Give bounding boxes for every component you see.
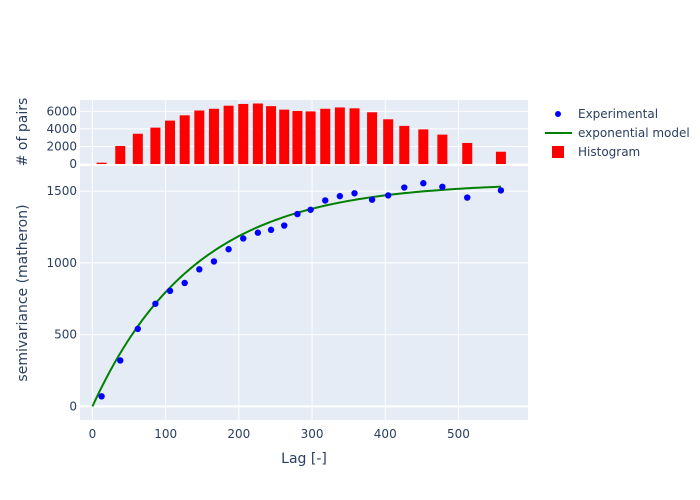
histogram-y-tick-label: 6000: [46, 104, 77, 118]
x-tick-label: 500: [447, 427, 470, 441]
x-tick-label: 0: [89, 427, 97, 441]
experimental-point: [336, 192, 344, 200]
experimental-point: [98, 393, 105, 400]
experimental-point: [420, 180, 427, 187]
histogram-bar: [334, 107, 345, 164]
legend-label: Experimental: [578, 107, 658, 121]
histogram-bar: [292, 110, 303, 164]
y-axis-title: semivariance (matheron): [15, 204, 31, 381]
experimental-point: [196, 266, 203, 273]
histogram-bar: [367, 112, 378, 164]
y-tick-label: 0: [69, 399, 77, 413]
histogram-y-tick-label: 2000: [46, 139, 77, 153]
histogram-bar: [383, 119, 394, 164]
experimental-point: [294, 210, 301, 218]
experimental-point: [240, 235, 247, 242]
x-tick-label: 300: [301, 427, 324, 441]
histogram-bar: [266, 106, 277, 164]
legend-label: exponential model: [578, 126, 690, 140]
variogram-gridlines: [80, 166, 528, 420]
y-tick-label: 500: [54, 328, 77, 342]
legend-item-experimental[interactable]: Experimental: [555, 107, 658, 121]
histogram-bar: [150, 127, 161, 164]
experimental-point: [384, 192, 392, 199]
experimental-point: [439, 183, 446, 191]
experimental-point: [497, 187, 505, 194]
histogram-bar: [399, 125, 410, 164]
histogram-bars: [96, 103, 506, 164]
experimental-point: [254, 229, 262, 236]
legend-item-exponential-model[interactable]: exponential model: [545, 126, 690, 140]
histogram-panel: 0 2000 4000 6000 # of pairs: [15, 98, 528, 171]
histogram-bar: [208, 108, 219, 164]
histogram-bar: [252, 103, 263, 164]
y-tick-label: 1000: [46, 256, 77, 270]
legend-marker-dot: [555, 111, 561, 117]
experimental-series: [98, 180, 505, 400]
histogram-bar: [437, 134, 448, 164]
histogram-bar: [115, 146, 126, 164]
histogram-bar: [305, 111, 316, 164]
histogram-bar: [320, 108, 331, 164]
histogram-bar: [349, 108, 360, 164]
experimental-point: [181, 279, 188, 287]
histogram-bar: [132, 133, 143, 164]
experimental-point: [322, 197, 329, 204]
histogram-bar: [165, 120, 176, 164]
variogram-panel: 0 100 200 300 400 500 0 500 1000 1500 Lag [-] se…: [15, 166, 528, 467]
legend-marker-square: [552, 146, 564, 158]
y-tick-label: 1500: [46, 184, 77, 198]
histogram-y-ticks: 0 2000 4000 6000: [46, 104, 77, 171]
experimental-point: [267, 226, 275, 234]
histogram-bar: [279, 109, 290, 164]
histogram-bar: [179, 115, 190, 164]
histogram-bar: [96, 162, 107, 164]
variogram-plot-area: [80, 166, 528, 420]
experimental-point: [134, 325, 142, 333]
experimental-point: [281, 222, 288, 229]
experimental-point: [368, 196, 376, 203]
experimental-point: [210, 258, 218, 265]
histogram-bar: [462, 142, 473, 164]
x-axis-title: Lag [-]: [281, 451, 327, 467]
experimental-point: [401, 184, 408, 191]
histogram-bar: [223, 105, 234, 164]
histogram-y-tick-label: 4000: [46, 122, 77, 136]
experimental-point: [225, 246, 232, 253]
histogram-bar: [194, 110, 205, 164]
histogram-bar: [238, 103, 249, 164]
x-tick-label: 200: [227, 427, 250, 441]
x-tick-label: 400: [374, 427, 397, 441]
experimental-point: [351, 190, 358, 197]
legend-label: Histogram: [578, 145, 640, 159]
experimental-point: [464, 194, 471, 201]
histogram-y-tick-label: 0: [69, 157, 77, 171]
experimental-point: [152, 300, 159, 307]
y-axis-ticks: 0 500 1000 1500: [46, 184, 77, 413]
experimental-point: [117, 357, 124, 364]
histogram-plot-area: [80, 100, 528, 164]
histogram-bar: [495, 151, 506, 164]
x-tick-label: 100: [154, 427, 177, 441]
legend-item-histogram[interactable]: Histogram: [552, 145, 640, 159]
x-axis-ticks: 0 100 200 300 400 500: [89, 427, 470, 441]
legend[interactable]: Experimental exponential model Histogram: [545, 107, 690, 159]
experimental-point: [307, 206, 314, 213]
experimental-point: [166, 287, 174, 295]
histogram-y-axis-title: # of pairs: [15, 98, 31, 167]
histogram-bar: [418, 129, 429, 164]
